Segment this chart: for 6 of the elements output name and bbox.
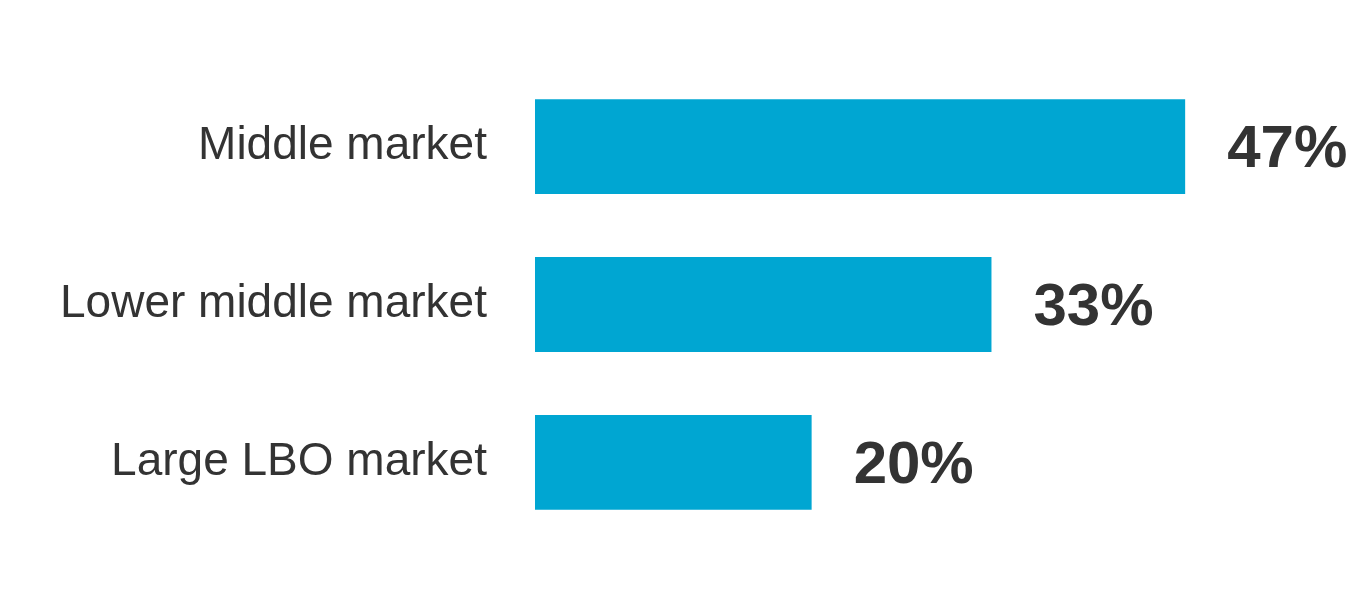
data-label: 20% <box>853 428 974 496</box>
data-label: 33% <box>1033 271 1154 339</box>
y-tick-label: Large LBO market <box>111 433 488 486</box>
y-tick-label: Middle market <box>198 117 488 170</box>
y-tick-label: Lower middle market <box>60 275 488 328</box>
data-label: 47% <box>1227 113 1348 181</box>
